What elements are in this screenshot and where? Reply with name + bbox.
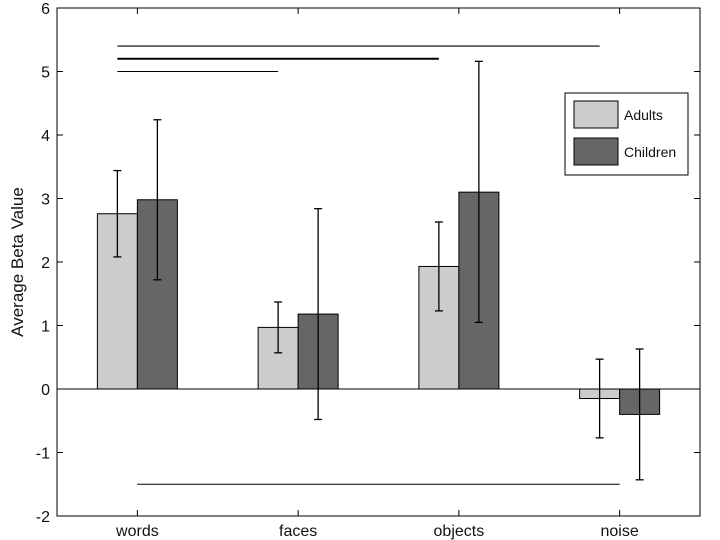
legend-swatch-adults <box>573 100 619 129</box>
y-tick-label: 3 <box>41 192 50 209</box>
error-bars-layer <box>113 60 644 481</box>
y-tick-label: 5 <box>41 65 50 82</box>
x-axis: words faces objects noise <box>115 8 639 540</box>
legend-label-children: Children <box>624 144 676 160</box>
bars-layer <box>96 191 661 415</box>
legend-label-adults: Adults <box>624 107 663 123</box>
y-tick-label: 2 <box>41 255 50 272</box>
y-axis: -2 -1 0 1 2 3 4 5 6 <box>36 1 700 526</box>
y-tick-label: -1 <box>36 446 50 463</box>
legend: Adults Children <box>564 92 689 176</box>
significance-lines-layer <box>117 45 620 485</box>
x-tick-label: objects <box>434 523 485 540</box>
y-tick-label: -2 <box>36 509 50 526</box>
y-tick-label: 4 <box>41 128 50 145</box>
y-tick-label: 1 <box>41 319 50 336</box>
y-axis-label: Average Beta Value <box>8 187 27 337</box>
x-tick-label: noise <box>601 523 639 540</box>
x-tick-label: faces <box>279 523 317 540</box>
x-tick-label: words <box>115 523 159 540</box>
legend-swatch-children <box>573 137 619 166</box>
y-tick-label: 0 <box>41 382 50 399</box>
y-tick-label: 6 <box>41 1 50 18</box>
